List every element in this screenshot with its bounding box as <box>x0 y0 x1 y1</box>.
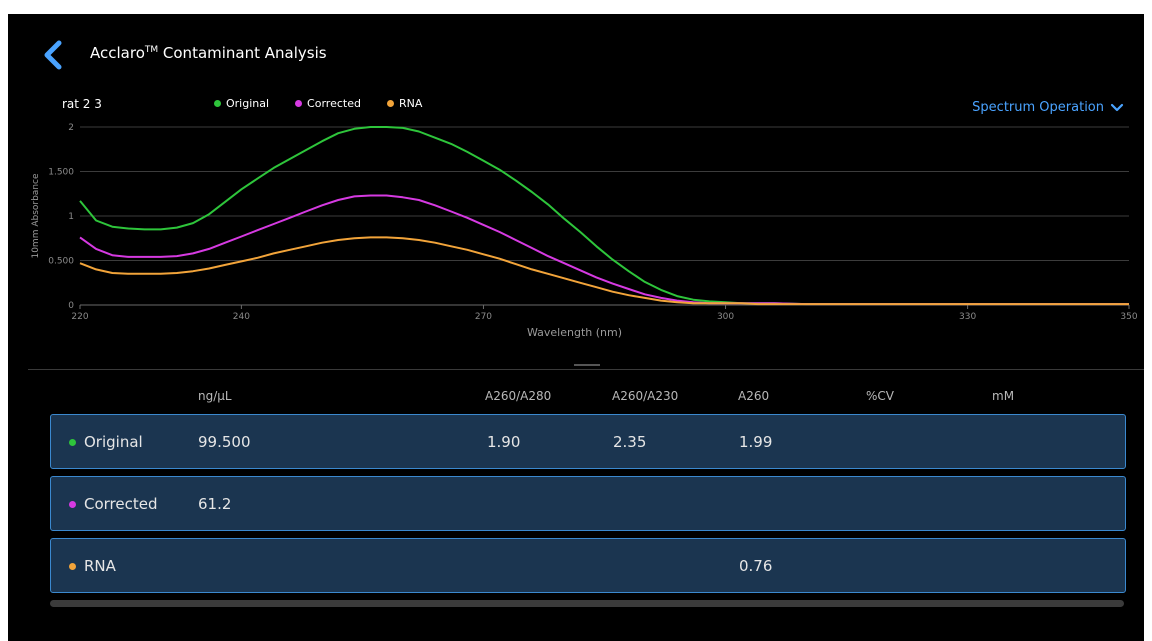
row-label: RNA <box>69 557 116 575</box>
back-button[interactable] <box>40 40 66 70</box>
cell-a260: 0.76 <box>739 557 773 575</box>
divider <box>28 369 1144 370</box>
col-header-ng: ng/µL <box>198 389 232 403</box>
x-tick-label: 270 <box>475 312 492 322</box>
y-axis-label: 10mm Absorbance <box>31 173 41 258</box>
x-tick-label: 330 <box>959 312 976 322</box>
x-tick-label: 350 <box>1120 312 1137 322</box>
sample-name: rat 2 3 <box>62 97 102 111</box>
cell-a260: 1.99 <box>739 433 773 451</box>
row-label: Original <box>69 433 143 451</box>
row-label-text: RNA <box>84 557 116 575</box>
row-dot-corrected <box>69 500 76 508</box>
row-label: Corrected <box>69 495 158 513</box>
y-tick-label: 0.500 <box>48 257 74 267</box>
col-header-a260-a230: A260/A230 <box>612 389 679 403</box>
cell-ng: 61.2 <box>198 495 232 513</box>
col-header-a260: A260 <box>738 389 770 403</box>
spectrum-operation-dropdown[interactable]: Spectrum Operation <box>972 100 1124 115</box>
cell-a260-a280: 1.90 <box>487 433 521 451</box>
row-dot-rna <box>69 562 76 570</box>
result-row-corrected[interactable]: Corrected 61.2 <box>50 476 1126 531</box>
x-tick-label: 240 <box>233 312 250 322</box>
row-label-text: Original <box>84 433 143 451</box>
series-line-corrected <box>79 194 1129 306</box>
legend-dot-rna <box>386 100 394 107</box>
series-line-rna <box>79 236 1129 306</box>
legend-dot-corrected <box>295 100 303 107</box>
x-axis-label: Wavelength (nm) <box>527 326 622 339</box>
spectrum-operation-label: Spectrum Operation <box>972 100 1104 115</box>
col-header-mm: mM <box>992 389 1015 403</box>
spectrum-chart: 0 0.500 1 1.500 2 220 240 270 300 330 350 Wavelengt… <box>31 123 1138 339</box>
y-tick-label: 1.500 <box>48 168 74 178</box>
legend-dot-original <box>214 100 221 107</box>
result-row-rna[interactable]: RNA 0.76 <box>50 538 1126 593</box>
horizontal-scrollbar[interactable] <box>50 600 1124 607</box>
cell-a260-a230: 2.35 <box>613 433 647 451</box>
resize-handle[interactable] <box>574 364 600 366</box>
col-header-cv: %CV <box>866 389 894 403</box>
row-label-text: Corrected <box>84 495 158 513</box>
legend-label: RNA <box>398 97 423 110</box>
legend-item-corrected: Corrected <box>295 97 361 110</box>
x-tick-label: 300 <box>717 312 734 322</box>
app-screen: AcclaroTM Contaminant Analysis rat 2 3 O… <box>8 14 1144 641</box>
page-title: AcclaroTM Contaminant Analysis <box>90 44 327 62</box>
row-dot-original <box>69 438 76 446</box>
y-tick-label: 0 <box>68 301 74 311</box>
cell-ng: 99.500 <box>198 433 251 451</box>
chevron-down-icon <box>1110 103 1124 111</box>
chevron-left-icon <box>44 40 62 70</box>
col-header-a260-a280: A260/A280 <box>485 389 552 403</box>
result-row-original[interactable]: Original 99.500 1.90 2.35 1.99 <box>50 414 1126 469</box>
x-tick-label: 220 <box>71 312 88 322</box>
y-tick-label: 2 <box>68 123 74 133</box>
chart-legend: Original Corrected RNA <box>214 97 422 110</box>
legend-label: Corrected <box>307 97 361 110</box>
legend-label: Original <box>226 97 270 110</box>
legend-item-rna: RNA <box>386 97 423 110</box>
legend-item-original: Original <box>214 97 269 110</box>
y-tick-label: 1 <box>68 212 74 222</box>
